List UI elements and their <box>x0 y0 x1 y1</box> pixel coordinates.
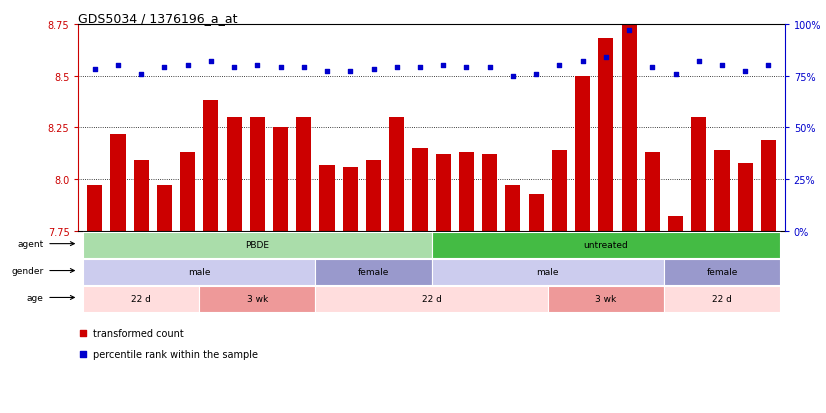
Bar <box>435 155 451 231</box>
Point <box>274 65 287 71</box>
Point <box>76 351 89 358</box>
Text: GDS5034 / 1376196_a_at: GDS5034 / 1376196_a_at <box>78 12 238 25</box>
Bar <box>412 149 428 231</box>
Text: male: male <box>537 268 559 277</box>
Text: male: male <box>188 268 211 277</box>
Text: agent: agent <box>17 240 44 249</box>
Text: female: female <box>706 268 738 277</box>
Point <box>297 65 311 71</box>
Bar <box>714 151 729 231</box>
Text: percentile rank within the sample: percentile rank within the sample <box>93 349 258 359</box>
Point <box>553 63 566 69</box>
Point <box>483 65 496 71</box>
Point <box>251 63 264 69</box>
Point <box>181 63 194 69</box>
Bar <box>691 118 706 231</box>
Bar <box>621 0 637 231</box>
Bar <box>320 165 335 231</box>
Bar <box>482 155 497 231</box>
Bar <box>111 134 126 231</box>
Text: 22 d: 22 d <box>421 294 442 304</box>
Point <box>367 67 380 74</box>
Point <box>390 65 403 71</box>
Bar <box>668 217 683 231</box>
Point <box>460 65 473 71</box>
Bar <box>249 118 265 231</box>
Bar <box>529 194 544 231</box>
Text: 22 d: 22 d <box>712 294 732 304</box>
Text: untreated: untreated <box>583 241 629 250</box>
Point <box>320 69 334 76</box>
Point <box>204 59 217 65</box>
Point <box>413 65 426 71</box>
Text: transformed count: transformed count <box>93 328 183 338</box>
Text: 3 wk: 3 wk <box>247 294 268 304</box>
Text: 22 d: 22 d <box>131 294 151 304</box>
Bar <box>552 151 567 231</box>
Bar <box>738 163 752 231</box>
Bar <box>506 186 520 231</box>
Point <box>692 59 705 65</box>
Bar <box>459 153 474 231</box>
Point <box>88 67 102 74</box>
Text: female: female <box>358 268 389 277</box>
Bar <box>645 153 660 231</box>
Point <box>646 65 659 71</box>
Point <box>437 63 450 69</box>
Point <box>762 63 775 69</box>
Text: age: age <box>26 293 44 302</box>
Bar <box>575 76 590 231</box>
Point <box>738 69 752 76</box>
Point <box>344 69 357 76</box>
Bar <box>761 140 776 231</box>
Bar <box>343 167 358 231</box>
Point <box>715 63 729 69</box>
Bar <box>297 118 311 231</box>
Bar <box>180 153 195 231</box>
Point <box>529 71 543 78</box>
Point <box>506 73 520 80</box>
Point <box>576 59 589 65</box>
Point <box>599 55 612 61</box>
Text: PBDE: PBDE <box>245 241 269 250</box>
Text: 3 wk: 3 wk <box>596 294 616 304</box>
Point <box>158 65 171 71</box>
Bar <box>203 101 218 231</box>
Point <box>669 71 682 78</box>
Point <box>227 65 240 71</box>
Bar <box>273 128 288 231</box>
Bar <box>389 118 404 231</box>
Point <box>623 28 636 34</box>
Text: gender: gender <box>11 266 44 275</box>
Point <box>76 330 89 336</box>
Bar <box>366 161 381 231</box>
Bar <box>157 186 172 231</box>
Point <box>112 63 125 69</box>
Point <box>135 71 148 78</box>
Bar <box>598 39 614 231</box>
Bar <box>226 118 242 231</box>
Bar <box>134 161 149 231</box>
Bar <box>88 186 102 231</box>
